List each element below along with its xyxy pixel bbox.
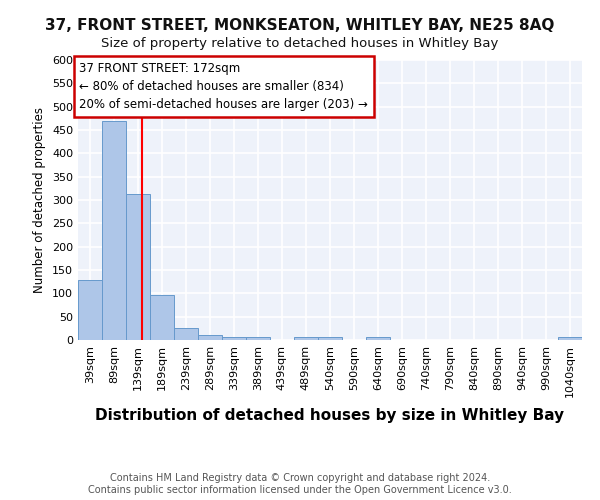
Text: 37, FRONT STREET, MONKSEATON, WHITLEY BAY, NE25 8AQ: 37, FRONT STREET, MONKSEATON, WHITLEY BA… [46, 18, 554, 32]
Bar [366, 337, 390, 340]
Bar [150, 294, 174, 340]
Bar [222, 337, 246, 340]
Bar [198, 336, 222, 340]
Bar [558, 337, 582, 340]
Bar [102, 120, 126, 340]
Bar [174, 328, 198, 340]
Y-axis label: Number of detached properties: Number of detached properties [34, 107, 46, 293]
Bar [294, 337, 318, 340]
Text: Size of property relative to detached houses in Whitley Bay: Size of property relative to detached ho… [101, 38, 499, 51]
Bar [78, 280, 102, 340]
Bar [126, 194, 150, 340]
X-axis label: Distribution of detached houses by size in Whitley Bay: Distribution of detached houses by size … [95, 408, 565, 423]
Bar [246, 337, 270, 340]
Text: 37 FRONT STREET: 172sqm
← 80% of detached houses are smaller (834)
20% of semi-d: 37 FRONT STREET: 172sqm ← 80% of detache… [79, 62, 368, 112]
Text: Contains HM Land Registry data © Crown copyright and database right 2024.
Contai: Contains HM Land Registry data © Crown c… [88, 474, 512, 495]
Bar [318, 337, 342, 340]
